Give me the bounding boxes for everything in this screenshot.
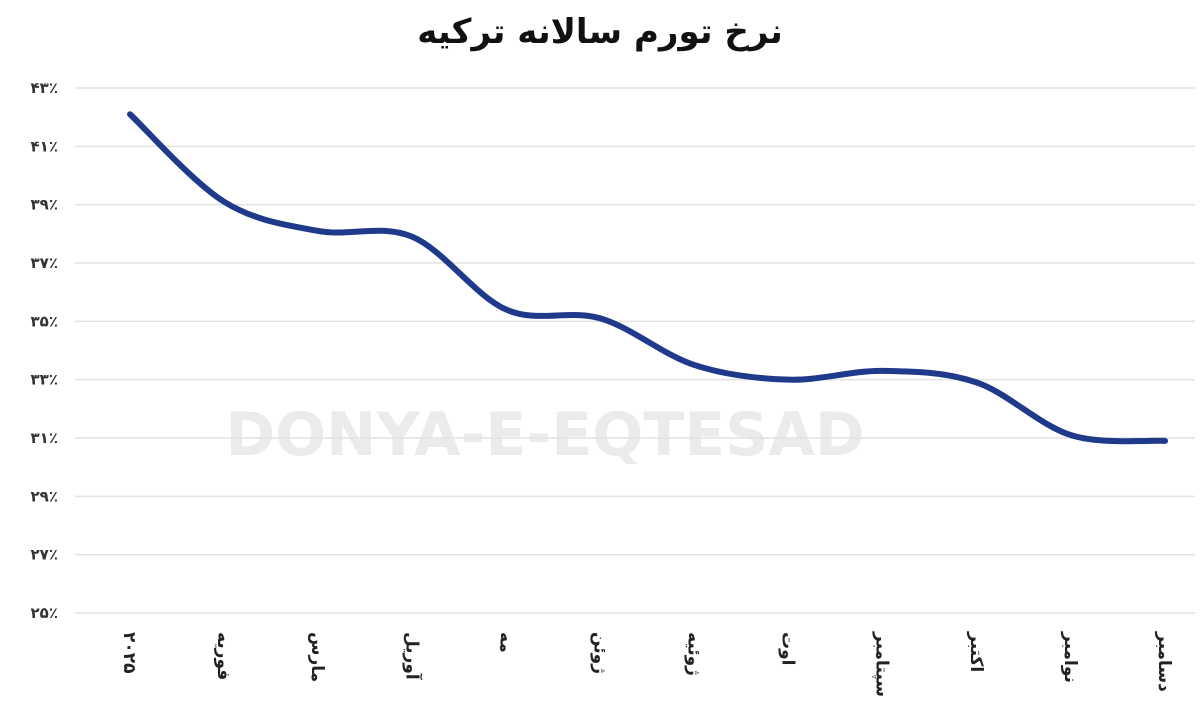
- x-tick-label: مه: [495, 632, 515, 653]
- x-tick-label: ۲۰۲۵: [119, 632, 139, 674]
- x-tick-label: مارس: [307, 632, 327, 682]
- x-tick-label: نوامبر: [1060, 631, 1080, 683]
- y-tick-label: ۳۹٪: [31, 196, 58, 214]
- x-tick-label: ژوئن: [589, 632, 609, 674]
- y-tick-label: ۳۱٪: [31, 429, 58, 447]
- x-tick-label: فوریه: [213, 632, 233, 680]
- y-tick-label: ۴۳٪: [31, 79, 58, 97]
- y-tick-label: ۳۵٪: [31, 312, 58, 330]
- watermark: DONYA-E-EQTESAD: [225, 400, 864, 470]
- x-tick-label: سپتامبر: [872, 631, 892, 697]
- y-tick-label: ۳۳٪: [31, 371, 58, 389]
- y-tick-label: ۲۹٪: [31, 487, 58, 505]
- x-tick-label: اوت: [778, 632, 798, 665]
- x-tick-label: ژوئیه: [684, 632, 704, 676]
- x-tick-label: اکتبر: [966, 631, 986, 672]
- y-tick-label: ۳۷٪: [31, 254, 58, 272]
- chart-title: نرخ تورم سالانه ترکیه: [417, 12, 783, 52]
- x-tick-label: آوریل: [401, 632, 423, 681]
- series-line: [127, 111, 1168, 445]
- x-tick-label: دسامبر: [1154, 631, 1174, 692]
- y-tick-label: ۲۵٪: [31, 604, 58, 622]
- y-tick-label: ۴۱٪: [31, 137, 58, 155]
- y-tick-label: ۲۷٪: [31, 546, 58, 564]
